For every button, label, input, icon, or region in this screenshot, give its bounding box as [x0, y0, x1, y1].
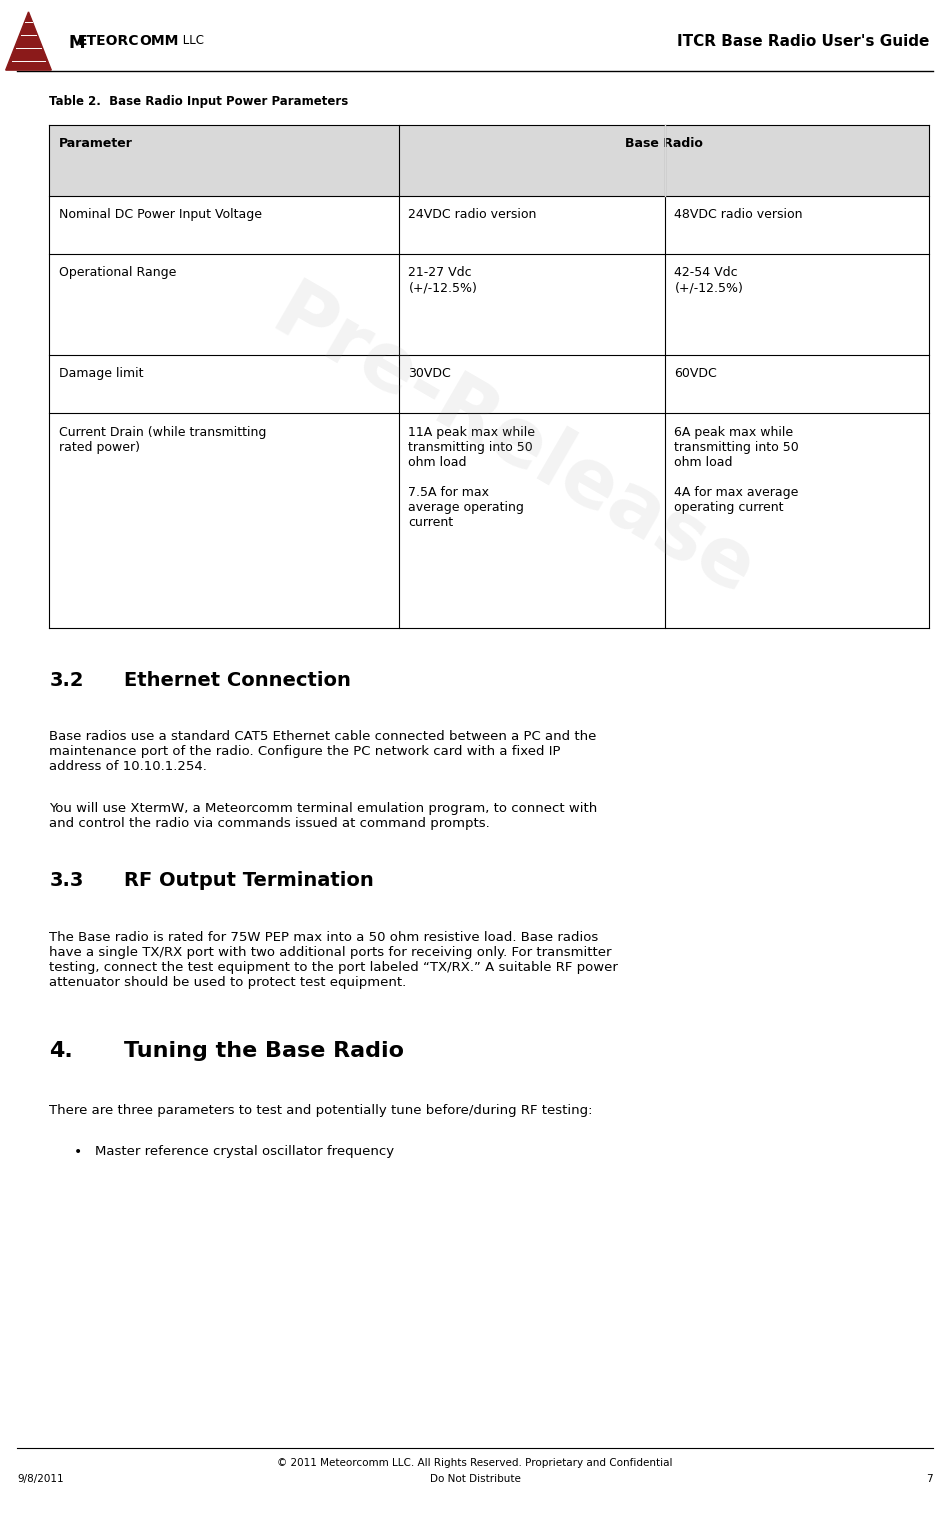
Text: 42-54 Vdc
(+/-12.5%): 42-54 Vdc (+/-12.5%) — [674, 266, 743, 294]
Text: Base Radio: Base Radio — [625, 136, 703, 150]
Text: Master reference crystal oscillator frequency: Master reference crystal oscillator freq… — [95, 1145, 394, 1157]
Bar — [49, 413, 399, 628]
Text: 21-27 Vdc
(+/-12.5%): 21-27 Vdc (+/-12.5%) — [408, 266, 477, 294]
Text: 9/8/2011: 9/8/2011 — [17, 1474, 64, 1485]
Text: Table 2.  Base Radio Input Power Parameters: Table 2. Base Radio Input Power Paramete… — [49, 95, 349, 107]
Text: Damage limit: Damage limit — [59, 367, 143, 380]
Text: ITCR Base Radio User's Guide: ITCR Base Radio User's Guide — [676, 34, 929, 49]
Text: •: • — [74, 1145, 83, 1159]
Bar — [49, 254, 399, 355]
Text: 48VDC radio version: 48VDC radio version — [674, 208, 803, 220]
Text: You will use XtermW, a Meteorcomm terminal emulation program, to connect with
an: You will use XtermW, a Meteorcomm termin… — [49, 802, 598, 830]
Text: Pre-Release: Pre-Release — [258, 274, 768, 614]
Polygon shape — [6, 12, 51, 70]
Text: OMM: OMM — [140, 34, 179, 49]
Bar — [399, 254, 665, 355]
Text: 4.: 4. — [49, 1041, 73, 1061]
Text: Base radios use a standard CAT5 Ethernet cable connected between a PC and the
ma: Base radios use a standard CAT5 Ethernet… — [49, 730, 597, 773]
Bar — [49, 196, 399, 254]
Text: Tuning the Base Radio: Tuning the Base Radio — [124, 1041, 404, 1061]
Text: Ethernet Connection: Ethernet Connection — [124, 671, 351, 689]
Text: M: M — [68, 34, 85, 52]
Text: 60VDC: 60VDC — [674, 367, 717, 380]
Text: Parameter: Parameter — [59, 136, 133, 150]
Text: RF Output Termination: RF Output Termination — [124, 871, 373, 890]
Bar — [399, 413, 665, 628]
Text: © 2011 Meteorcomm LLC. All Rights Reserved. Proprietary and Confidential: © 2011 Meteorcomm LLC. All Rights Reserv… — [277, 1458, 673, 1468]
Bar — [49, 126, 399, 196]
Bar — [665, 413, 929, 628]
Text: 30VDC: 30VDC — [408, 367, 451, 380]
Text: There are three parameters to test and potentially tune before/during RF testing: There are three parameters to test and p… — [49, 1104, 593, 1116]
Text: Nominal DC Power Input Voltage: Nominal DC Power Input Voltage — [59, 208, 262, 220]
Text: ETEORC: ETEORC — [78, 34, 140, 49]
Bar — [49, 355, 399, 413]
Bar — [399, 355, 665, 413]
Text: 3.3: 3.3 — [49, 871, 84, 890]
Text: Current Drain (while transmitting
rated power): Current Drain (while transmitting rated … — [59, 426, 266, 453]
Text: 24VDC radio version: 24VDC radio version — [408, 208, 537, 220]
Bar — [665, 254, 929, 355]
Text: Do Not Distribute: Do Not Distribute — [429, 1474, 521, 1485]
Bar — [399, 196, 665, 254]
Text: 11A peak max while
transmitting into 50
ohm load

7.5A for max
average operating: 11A peak max while transmitting into 50 … — [408, 426, 536, 528]
Bar — [665, 355, 929, 413]
Text: LLC: LLC — [179, 34, 203, 47]
Text: 3.2: 3.2 — [49, 671, 84, 689]
Text: 6A peak max while
transmitting into 50
ohm load

4A for max average
operating cu: 6A peak max while transmitting into 50 o… — [674, 426, 799, 513]
Text: 7: 7 — [926, 1474, 933, 1485]
Text: Operational Range: Operational Range — [59, 266, 177, 279]
Bar — [665, 196, 929, 254]
Text: The Base radio is rated for 75W PEP max into a 50 ohm resistive load. Base radio: The Base radio is rated for 75W PEP max … — [49, 931, 618, 989]
Bar — [399, 126, 929, 196]
